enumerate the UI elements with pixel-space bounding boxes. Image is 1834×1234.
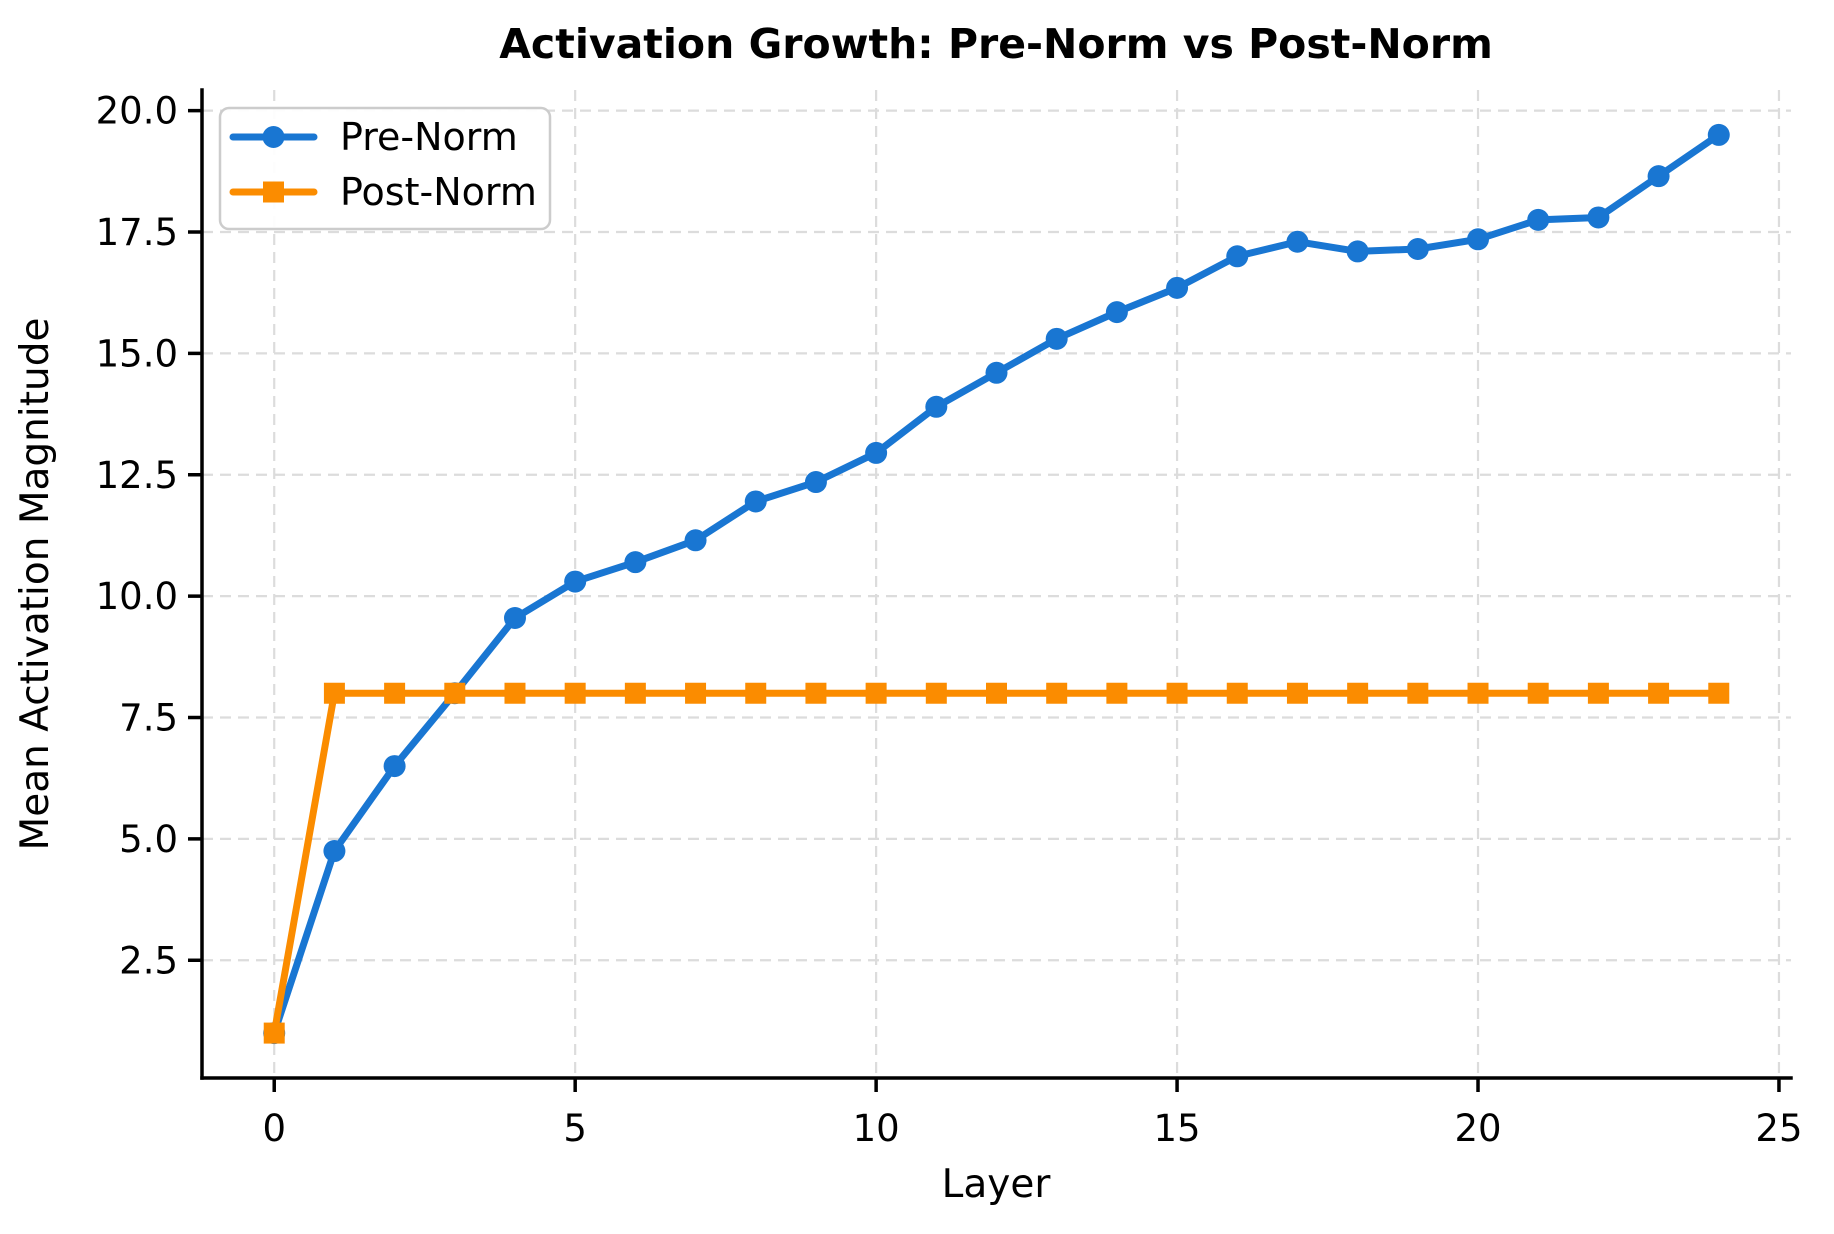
series-pre-norm-line [270, 131, 1723, 1037]
y-tick-label: 2.5 [119, 939, 178, 982]
series-pre-norm-marker [985, 361, 1008, 384]
series-post-norm-marker [685, 682, 707, 704]
series-post-norm-marker [1226, 682, 1248, 704]
series-pre-norm-marker [925, 395, 948, 418]
gridlines [202, 90, 1791, 1078]
series-pre-norm-marker [1406, 238, 1429, 261]
series-pre-norm-marker [1467, 228, 1490, 251]
x-tick-label: 25 [1755, 1107, 1802, 1150]
axes: 0 5 10 15 20 25 2.5 5.0 7.5 10.0 12.5 15.0 17.5 20.0 [96, 88, 1803, 1150]
legend-label-post-norm: Post-Norm [340, 170, 537, 214]
series-post-norm-marker [263, 1022, 285, 1044]
series-pre-norm-marker [684, 529, 707, 552]
series-pre-norm-marker [1527, 208, 1550, 231]
series-pre-norm [263, 123, 1730, 1045]
series-pre-norm-marker [624, 551, 647, 574]
y-tick-label: 5.0 [119, 818, 178, 861]
series-post-norm-marker [384, 682, 406, 704]
series-pre-norm-marker [1587, 206, 1610, 229]
series-post-norm-marker [1166, 682, 1188, 704]
series-pre-norm-marker [1045, 327, 1068, 350]
series-post-norm-marker [564, 682, 586, 704]
chart-title: Activation Growth: Pre-Norm vs Post-Norm [499, 20, 1493, 68]
series-pre-norm-marker [503, 606, 526, 629]
y-tick-label: 12.5 [96, 454, 178, 497]
series-post-norm-marker [444, 682, 466, 704]
series-pre-norm-marker [1286, 230, 1309, 253]
series-post-norm-marker [865, 682, 887, 704]
legend-item-pre-norm: Pre-Norm [229, 115, 518, 159]
series-post-norm-marker [1286, 682, 1308, 704]
series-pre-norm-marker [804, 471, 827, 494]
series-post-norm-marker [1467, 682, 1489, 704]
y-tick-label: 7.5 [119, 697, 178, 740]
series-post-norm-marker [323, 682, 345, 704]
series-post-norm [263, 682, 1730, 1044]
series-post-norm-marker [925, 682, 947, 704]
series-pre-norm-marker [865, 441, 888, 464]
x-tick-label: 0 [262, 1107, 286, 1150]
legend-label-pre-norm: Pre-Norm [340, 115, 518, 159]
series-post-norm-marker [624, 682, 646, 704]
x-tick-label: 15 [1154, 1107, 1201, 1150]
series-pre-norm-marker [383, 755, 406, 778]
series-post-norm-marker [745, 682, 767, 704]
legend-square-marker-icon [263, 181, 284, 203]
y-axis-label: Mean Activation Magnitude [13, 318, 58, 851]
legend-item-post-norm: Post-Norm [229, 170, 537, 214]
y-tick-label: 10.0 [96, 575, 178, 618]
x-tick-label: 10 [853, 1107, 900, 1150]
y-tick-label: 17.5 [96, 211, 178, 254]
y-tick-label: 15.0 [96, 332, 178, 375]
series-post-norm-marker [504, 682, 526, 704]
series-pre-norm-marker [744, 490, 767, 513]
series-pre-norm-marker [1647, 165, 1670, 188]
x-tick-label: 5 [563, 1107, 587, 1150]
series-post-norm-marker [986, 682, 1007, 704]
series-post-norm-marker [805, 682, 827, 704]
series-pre-norm-marker [1166, 276, 1189, 299]
series [263, 123, 1730, 1045]
series-post-norm-marker [1347, 682, 1369, 704]
series-pre-norm-marker [323, 840, 346, 863]
legend: Pre-Norm Post-Norm [218, 106, 552, 231]
series-post-norm-marker [1527, 682, 1549, 704]
series-pre-norm-marker [1346, 240, 1369, 263]
series-post-norm-line [270, 689, 1723, 1037]
x-tick-label: 20 [1454, 1107, 1501, 1150]
series-post-norm-marker [1708, 682, 1730, 704]
series-pre-norm-marker [564, 570, 587, 593]
series-post-norm-marker [1106, 682, 1128, 704]
series-post-norm-marker [1587, 682, 1609, 704]
series-pre-norm-marker [1707, 123, 1730, 146]
legend-circle-marker-icon [262, 126, 285, 148]
series-post-norm-marker [1407, 682, 1429, 704]
series-post-norm-marker [1046, 682, 1068, 704]
series-pre-norm-marker [1105, 301, 1128, 324]
y-tick-label: 20.0 [96, 90, 178, 133]
x-axis-label: Layer [942, 1162, 1052, 1207]
series-pre-norm-marker [1226, 245, 1249, 268]
series-post-norm-marker [1648, 682, 1670, 704]
